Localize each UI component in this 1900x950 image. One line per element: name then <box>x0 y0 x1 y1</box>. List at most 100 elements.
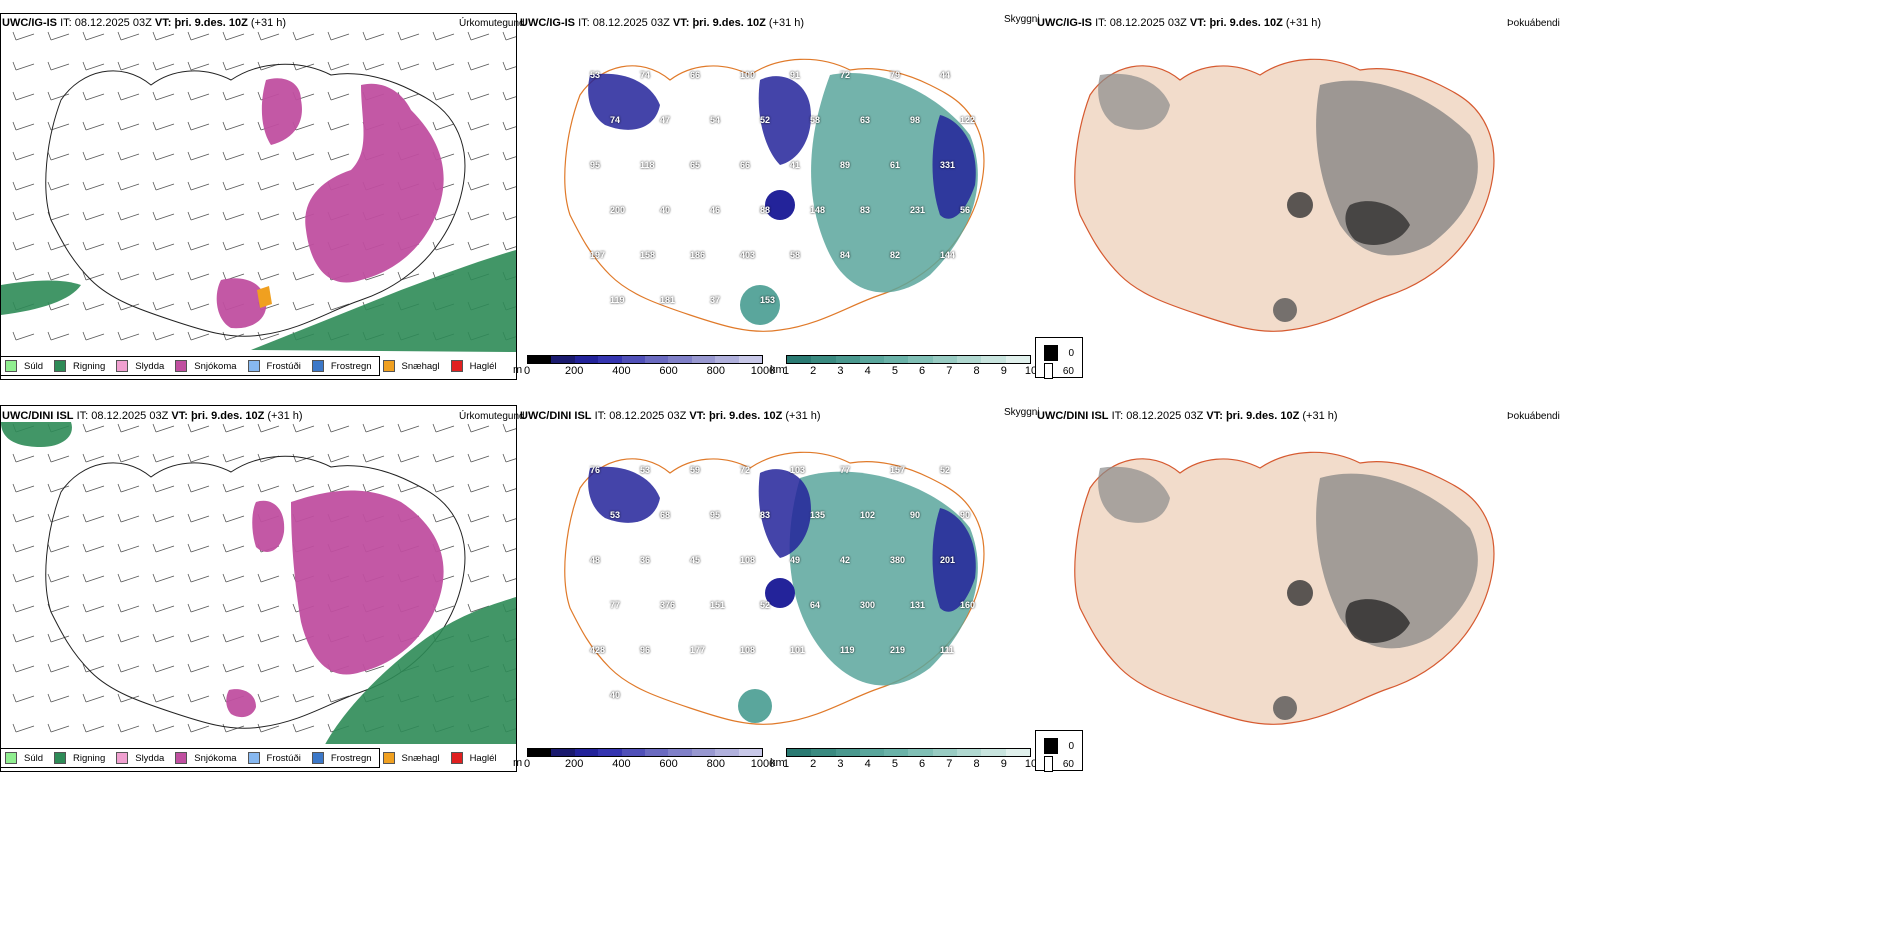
colorbar-segment <box>668 749 692 756</box>
wind-barb <box>295 485 315 493</box>
ceiling-value-label: 44 <box>940 70 951 80</box>
wind-barb-feather <box>82 633 87 643</box>
vt-value: þri. 9.des. 10Z <box>708 410 783 422</box>
colorbar-segment <box>645 356 669 363</box>
wind-barb <box>295 63 315 71</box>
wind-barb <box>260 725 280 733</box>
legend-item: Haglél <box>450 752 497 764</box>
wind-barb <box>225 485 245 493</box>
wind-barb-feather <box>152 723 157 733</box>
wind-barb-feather <box>187 573 192 583</box>
wind-barb-feather <box>222 31 227 41</box>
wind-barb <box>85 455 105 463</box>
wind-barb-feather <box>187 633 192 643</box>
ceiling-value-label: 53 <box>610 510 621 520</box>
wind-barb-feather <box>82 61 87 71</box>
wind-barb-feather <box>467 241 472 251</box>
fog-spot <box>1287 192 1313 218</box>
wind-barb <box>120 665 140 673</box>
wind-barb <box>225 635 245 643</box>
scale-tick-label: 1000 <box>750 365 776 377</box>
wind-barb-feather <box>152 603 157 613</box>
wind-barb <box>120 425 140 433</box>
wind-barb <box>470 455 490 463</box>
ceiling-value-label: 376 <box>660 600 676 610</box>
wind-barb-feather <box>222 723 227 733</box>
low-ceiling-nw <box>588 73 660 130</box>
ceiling-value-label: 72 <box>740 465 751 475</box>
ceiling-value-label: 83 <box>760 510 771 520</box>
wind-barb <box>155 273 175 281</box>
wind-barb-feather <box>432 121 437 131</box>
wind-barb-feather <box>257 211 262 221</box>
wind-barb-feather <box>117 693 122 703</box>
wind-barb <box>15 183 35 191</box>
wind-barb-feather <box>257 723 262 733</box>
wind-barb <box>155 93 175 101</box>
wind-barb <box>15 123 35 131</box>
ceiling-value-label: 37 <box>710 295 721 305</box>
wind-barb <box>470 575 490 583</box>
wind-barb-feather <box>432 61 437 71</box>
wind-barb-feather <box>502 241 507 251</box>
wind-barb-feather <box>82 331 87 341</box>
vt-value: þri. 9.des. 10Z <box>190 410 265 422</box>
wind-barb <box>470 63 490 71</box>
wind-barb-feather <box>362 483 367 493</box>
ceiling-value-label: 49 <box>790 555 801 565</box>
wind-barb-feather <box>222 211 227 221</box>
scale-tick-label: 800 <box>706 758 725 770</box>
wind-barb-feather <box>82 573 87 583</box>
wind-barb-feather <box>292 453 297 463</box>
wind-barb <box>50 485 70 493</box>
wind-barb <box>470 213 490 221</box>
ceiling-value-label: 153 <box>760 295 776 305</box>
colorbar-segment <box>932 356 958 363</box>
colorbar-segment <box>859 749 885 756</box>
vt-label: VT: <box>171 410 188 422</box>
scale-tick-label: 3 <box>837 758 844 770</box>
it-label: IT: <box>578 17 590 29</box>
legend-item: Súld <box>5 752 43 764</box>
wind-barb <box>330 455 350 463</box>
fog-title-row2: Þokuábendi <box>1507 411 1560 422</box>
wind-barb-feather <box>12 181 17 191</box>
wind-barb <box>295 665 315 673</box>
wind-barb <box>190 605 210 613</box>
wind-barb <box>470 33 490 41</box>
wind-barb-feather <box>432 31 437 41</box>
wind-barb <box>470 485 490 493</box>
wind-barb <box>120 153 140 161</box>
low-ceiling-nw <box>588 466 660 523</box>
colorbar-segment <box>787 356 812 363</box>
fog-northwest <box>1098 73 1170 130</box>
visibility-unit: km <box>770 364 785 376</box>
wind-barb <box>190 485 210 493</box>
wind-barb <box>365 33 385 41</box>
vt-value: þri. 9.des. 10Z <box>174 17 248 29</box>
wind-barb-feather <box>117 151 122 161</box>
scale-tick-label: 3 <box>837 365 844 377</box>
it-label: IT: <box>1111 410 1124 422</box>
wind-barb <box>505 578 516 583</box>
wind-barb-feather <box>12 121 17 131</box>
scale-tick-label: 1 <box>782 365 790 377</box>
wind-barb <box>365 63 385 71</box>
wind-barb <box>50 123 70 131</box>
wind-barb <box>155 333 175 341</box>
fog-spot <box>1273 696 1297 720</box>
colorbar-segment <box>598 749 622 756</box>
ceiling-value-label: 181 <box>660 295 676 305</box>
wind-barb <box>225 183 245 191</box>
wind-barb <box>50 605 70 613</box>
wind-barb <box>155 33 175 41</box>
wind-barb-feather <box>12 663 17 673</box>
wind-barb-feather <box>117 633 122 643</box>
wind-barb-feather <box>187 603 192 613</box>
wind-barb <box>505 488 516 493</box>
low-visibility-area <box>811 73 978 293</box>
wind-barb <box>505 36 516 41</box>
wind-barb-feather <box>12 483 17 493</box>
wind-barb-feather <box>152 633 157 643</box>
wind-barb-feather <box>117 91 122 101</box>
